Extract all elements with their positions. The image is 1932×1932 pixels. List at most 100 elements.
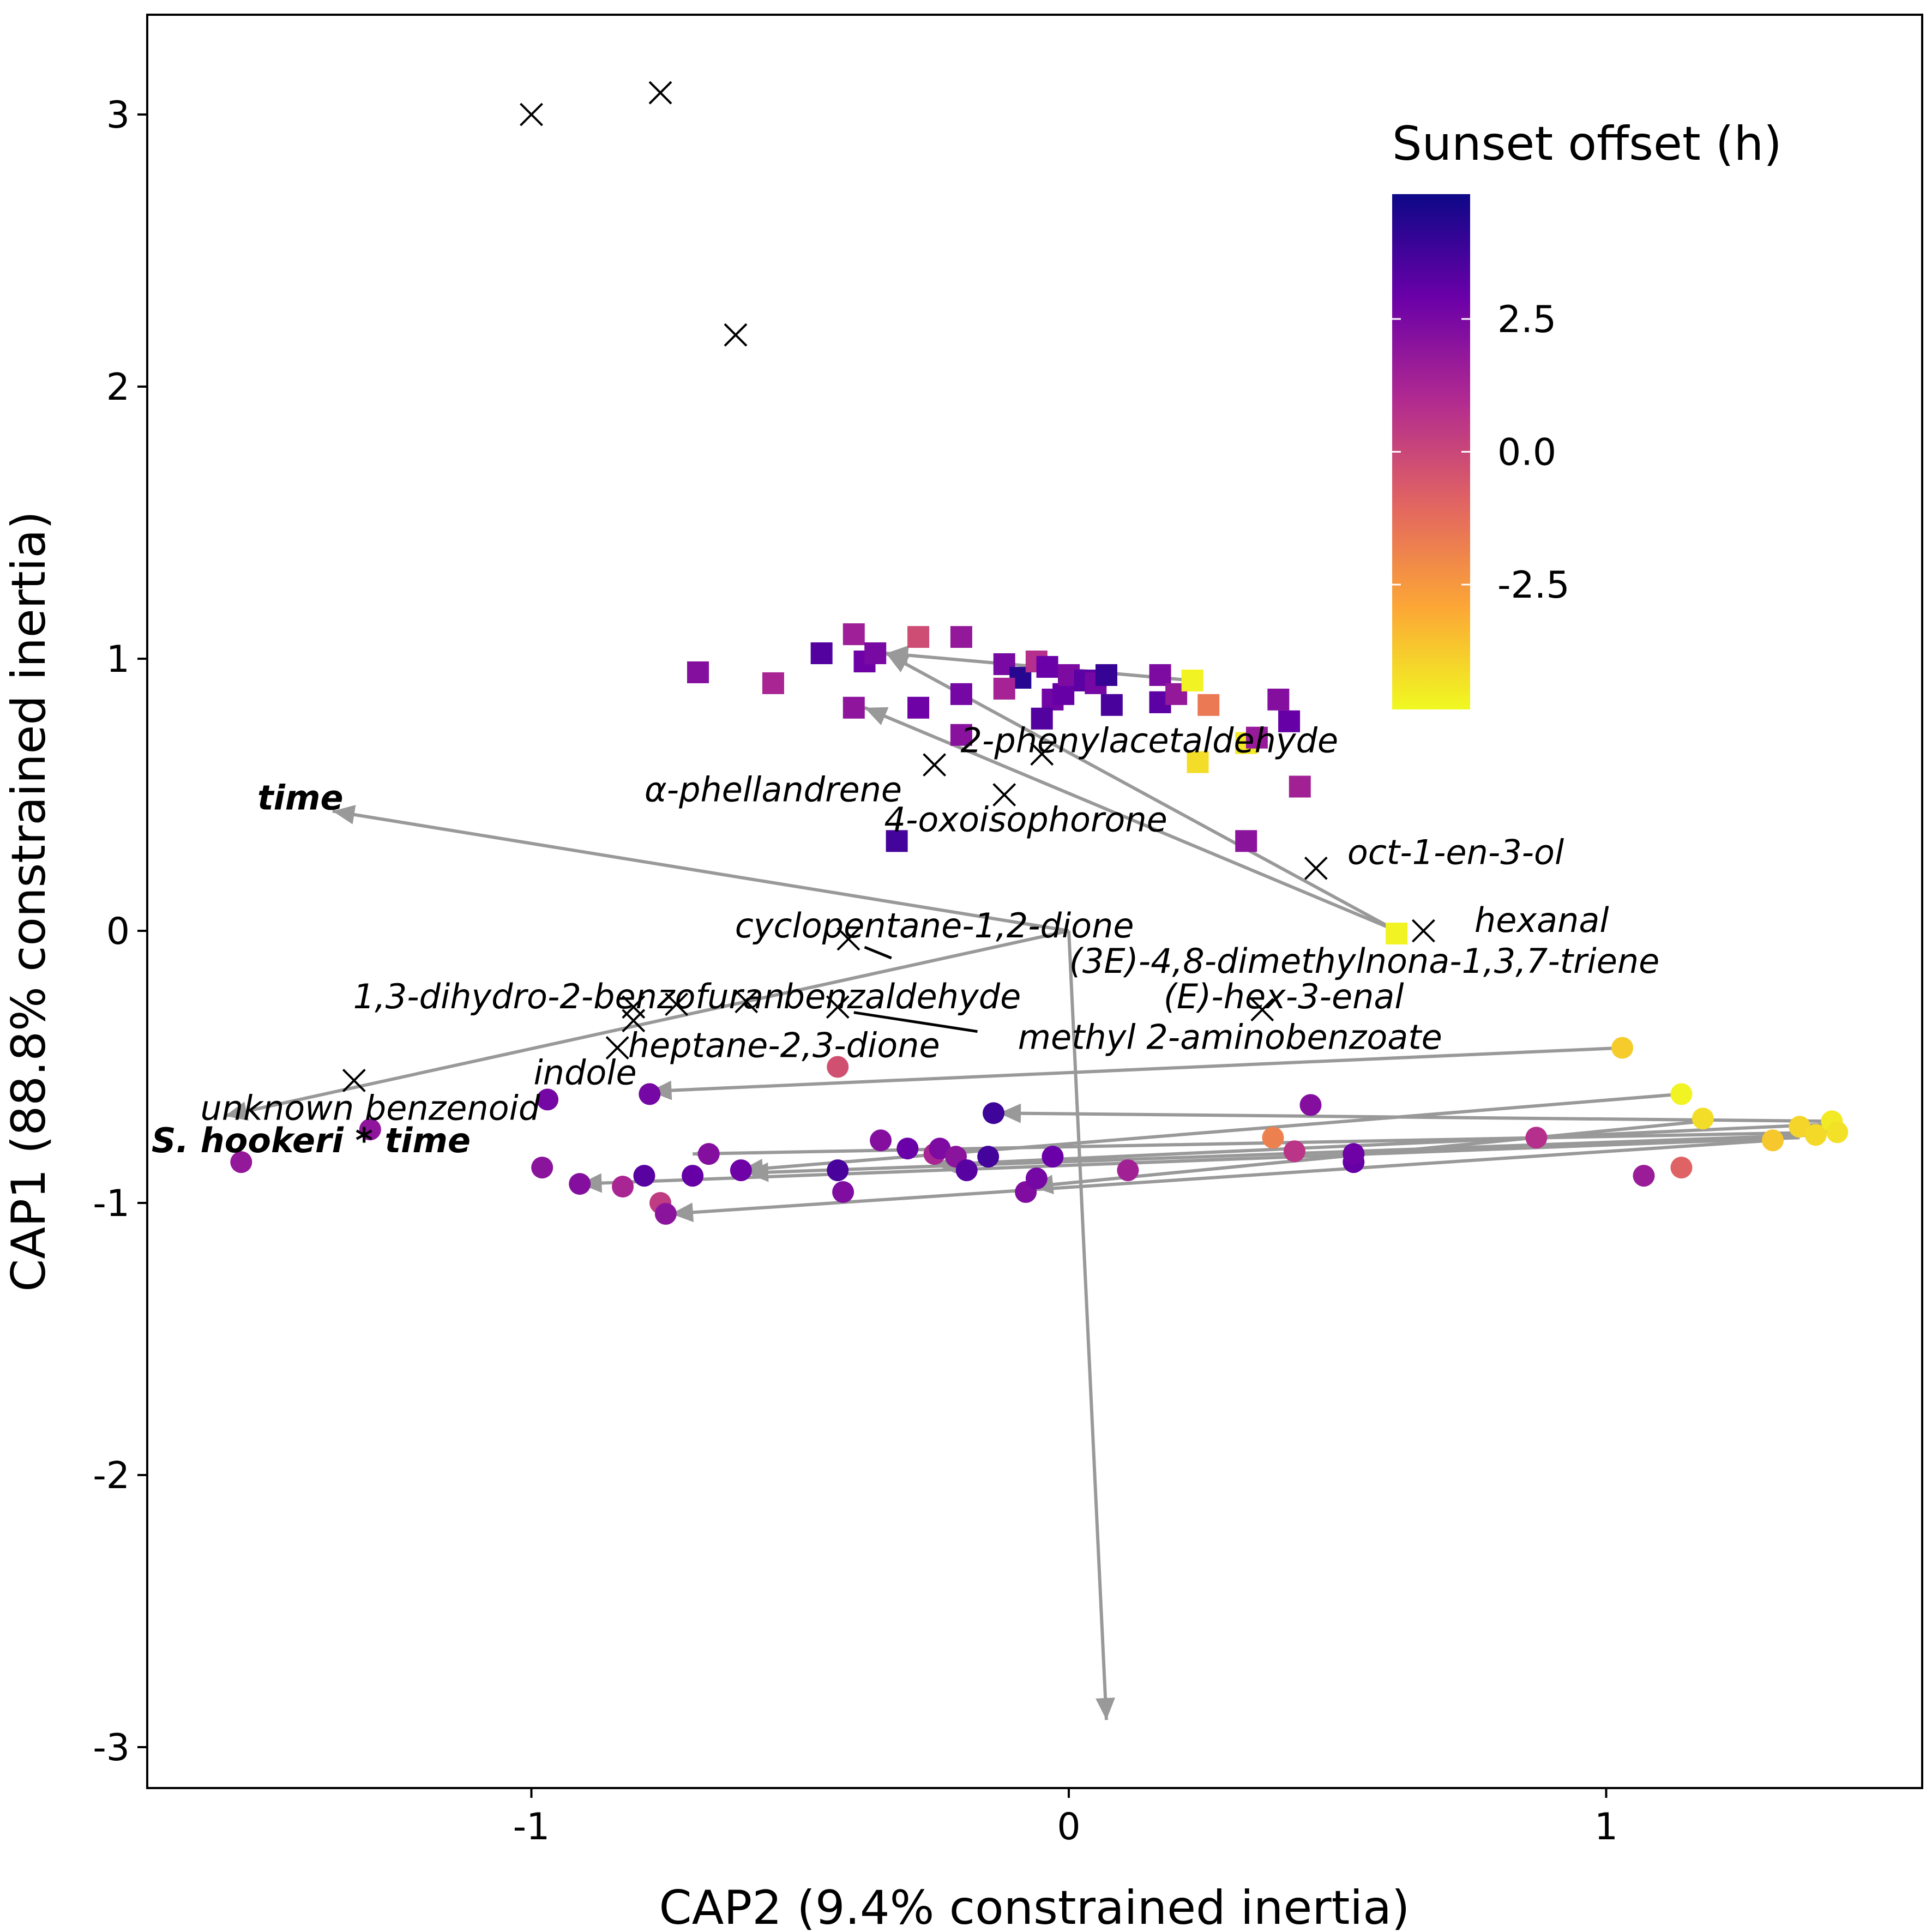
square-point: [810, 642, 833, 665]
compound-label: methyl 2-aminobenzoate: [1018, 1018, 1442, 1057]
compound-cross-marker: [1304, 856, 1328, 880]
compound-cross-marker: [648, 81, 672, 105]
compound-cross-marker: [735, 990, 759, 1014]
cross-stroke: [735, 990, 759, 1014]
circle-point: [1299, 1094, 1322, 1116]
square-point: [1289, 775, 1311, 798]
cross-stroke: [1412, 919, 1435, 943]
square-point: [950, 626, 972, 648]
square-point: [993, 677, 1015, 700]
circle-point: [827, 1056, 849, 1078]
compound-label: unknown benzenoid: [200, 1088, 540, 1128]
circle-point: [827, 1159, 849, 1182]
square-point: [1036, 655, 1058, 678]
leader-line-layer: [853, 946, 978, 1033]
colorbar-tick-label: 2.5: [1497, 298, 1556, 341]
circle-point: [870, 1129, 892, 1152]
x-axis: -1 0 1: [513, 1788, 1618, 1849]
circle-point: [1804, 1124, 1827, 1146]
compound-cross-marker: [724, 323, 748, 347]
y-axis-title: CAP1 (88.8% constrained inertia): [2, 511, 56, 1292]
circle-point: [1789, 1116, 1811, 1138]
arrow-shaft: [934, 1122, 1832, 1167]
arrow-shaft: [332, 809, 1069, 932]
circle-point: [1670, 1157, 1693, 1179]
arrow-shaft: [741, 1092, 1682, 1172]
circle-point: [896, 1137, 919, 1160]
cross-stroke: [622, 1009, 646, 1033]
arrow-layer: [225, 645, 1838, 1720]
cross-stroke: [1250, 998, 1274, 1022]
colorbar-tick-label: -2.5: [1497, 564, 1570, 607]
compound-label: (E)-hex-3-enal: [1164, 977, 1404, 1016]
y-axis: -3 -2 -1 0 1 2 3: [93, 94, 147, 1770]
arrow-shaft: [746, 1133, 1816, 1175]
arrow-head: [671, 1202, 694, 1223]
square-point: [1149, 664, 1171, 686]
circle-point: [697, 1143, 720, 1165]
colorbar: [1392, 194, 1470, 709]
circle-point: [682, 1165, 704, 1187]
gradient-arrow: [1067, 930, 1115, 1720]
colorbar-legend: Sunset offset (h) 2.5 0.0 -2.5: [1392, 117, 1782, 709]
compound-label: 2-phenylacetaldehyde: [961, 721, 1339, 761]
circle-point: [639, 1083, 661, 1105]
circle-point: [230, 1151, 252, 1173]
y-tick-label: -3: [93, 1726, 130, 1770]
compound-label: oct-1-en-3-ol: [1347, 832, 1564, 872]
compound-cross-marker: [826, 995, 850, 1019]
circle-point: [1025, 1167, 1048, 1190]
x-axis-title: CAP2 (9.4% constrained inertia): [659, 1881, 1410, 1932]
point-layer: [230, 623, 1849, 1225]
square-point: [687, 661, 709, 683]
cross-stroke: [826, 995, 850, 1019]
compound-label: 4-oxoisophorone: [884, 799, 1167, 839]
compound-label: hexanal: [1474, 900, 1609, 940]
circle-point: [654, 1202, 677, 1225]
compound-cross-marker: [1030, 742, 1054, 766]
circle-point: [983, 1102, 1005, 1124]
label-leader-line: [864, 946, 892, 960]
circle-point: [1042, 1146, 1064, 1168]
square-point: [950, 683, 972, 705]
circle-point: [1611, 1037, 1634, 1059]
arrow-head: [886, 645, 909, 665]
arrow-head: [332, 805, 356, 824]
x-tick-label: 0: [1057, 1805, 1080, 1849]
compound-cross-marker: [1250, 998, 1274, 1022]
square-point: [907, 626, 930, 648]
circle-point: [612, 1176, 634, 1198]
x-tick-label: 1: [1594, 1805, 1618, 1849]
square-point: [886, 830, 908, 852]
compound-cross-marker: [605, 1036, 629, 1060]
cross-stroke: [605, 1036, 629, 1060]
arrow-head: [864, 707, 889, 725]
label-leader-line: [853, 1011, 978, 1033]
square-point: [1386, 922, 1408, 944]
arrow-shaft: [1031, 1120, 1704, 1189]
arrow-shaft: [671, 1139, 1773, 1215]
circle-point: [730, 1159, 752, 1182]
circle-point: [537, 1088, 559, 1111]
square-point: [864, 642, 887, 665]
arrow-head: [225, 1102, 249, 1121]
arrow-shaft: [1067, 930, 1108, 1720]
circle-point: [359, 1118, 381, 1141]
compound-cross-marker: [622, 1009, 646, 1033]
gradient-arrow: [671, 1139, 1773, 1223]
square-point: [1278, 710, 1301, 732]
square-point: [1267, 688, 1290, 711]
square-point: [842, 696, 865, 719]
circle-point: [929, 1137, 951, 1160]
y-tick-label: 0: [106, 910, 130, 953]
circle-point: [955, 1159, 978, 1182]
square-point: [1100, 694, 1123, 716]
circle-point: [1692, 1108, 1714, 1130]
compound-cross-marker: [342, 1069, 366, 1092]
plot-panel-border: [146, 14, 1923, 1789]
term-label: time: [257, 778, 344, 817]
gradient-arrow: [580, 1136, 1800, 1193]
compound-cross-marker: [923, 753, 947, 777]
colorbar-tick-label: 0.0: [1497, 431, 1556, 474]
